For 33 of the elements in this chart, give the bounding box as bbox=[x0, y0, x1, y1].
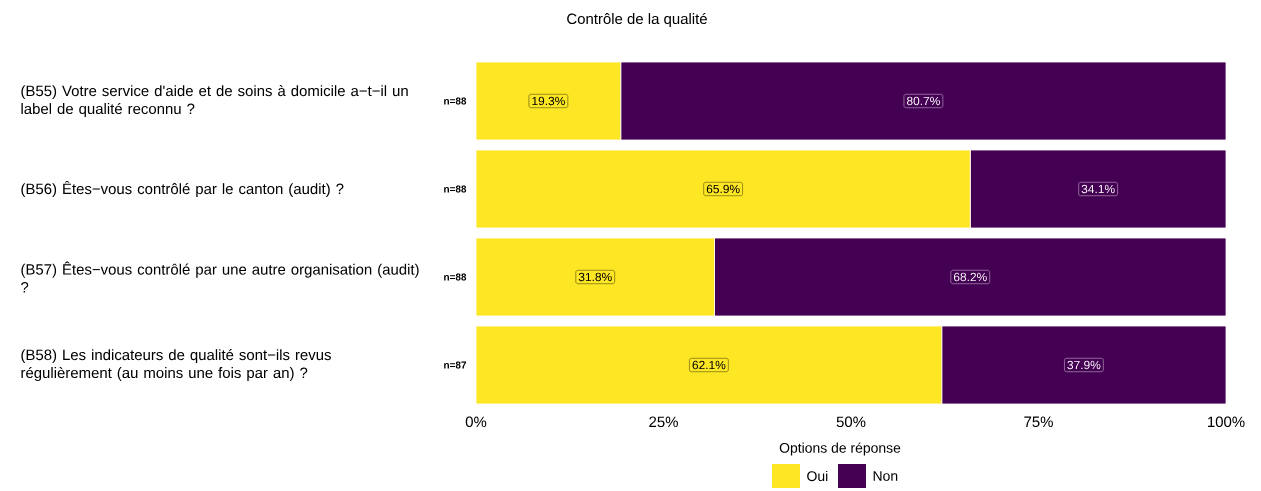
x-tick-label: 50% bbox=[836, 416, 866, 428]
text: n=87 bbox=[444, 361, 467, 369]
text: n=88 bbox=[444, 97, 467, 105]
data-label: 68.2% bbox=[953, 272, 987, 282]
legend-label: Non bbox=[873, 471, 898, 481]
bar bbox=[620, 61, 1227, 141]
y-tick-label: (B56) Êtes−vous contrôlé par le canton (audit) ? bbox=[21, 180, 344, 198]
bar bbox=[941, 325, 1227, 405]
y-tick-label: (B57) Êtes−vous contrôlé par une autre organisation (audit) ? bbox=[21, 261, 419, 293]
y-tick-label: (B55) Votre service d'aide et de soins à domicile a−t−il un label de qualité reconnu ? bbox=[21, 84, 408, 118]
text: n=88 bbox=[444, 273, 467, 281]
text: n=88 bbox=[444, 185, 467, 193]
bar bbox=[714, 237, 1227, 317]
x-tick-label: 0% bbox=[465, 416, 487, 428]
x-tick-label: 75% bbox=[1024, 416, 1053, 428]
x-tick-label: 25% bbox=[649, 416, 678, 428]
bar bbox=[476, 237, 715, 317]
chart-title: Contrôle de la qualité bbox=[567, 12, 707, 28]
legend-label: Oui bbox=[807, 470, 828, 482]
data-label: 37.9% bbox=[1067, 360, 1101, 370]
bar bbox=[969, 149, 1227, 229]
x-tick-label: 100% bbox=[1208, 416, 1245, 428]
data-label: 62.1% bbox=[692, 360, 726, 370]
y-tick-label: (B58) Les indicateurs de qualité sont−ils revus régulièrement (au moins une fois par an) ? bbox=[21, 348, 331, 382]
bar bbox=[476, 61, 622, 141]
bar bbox=[476, 325, 943, 405]
data-label: 80.7% bbox=[906, 96, 940, 106]
data-label: 65.9% bbox=[706, 184, 740, 194]
data-label: 34.1% bbox=[1081, 184, 1115, 194]
data-label: 19.3% bbox=[532, 96, 565, 106]
bar bbox=[476, 149, 971, 229]
data-label: 31.8% bbox=[578, 272, 612, 282]
legend-title: Options de réponse bbox=[779, 442, 901, 456]
